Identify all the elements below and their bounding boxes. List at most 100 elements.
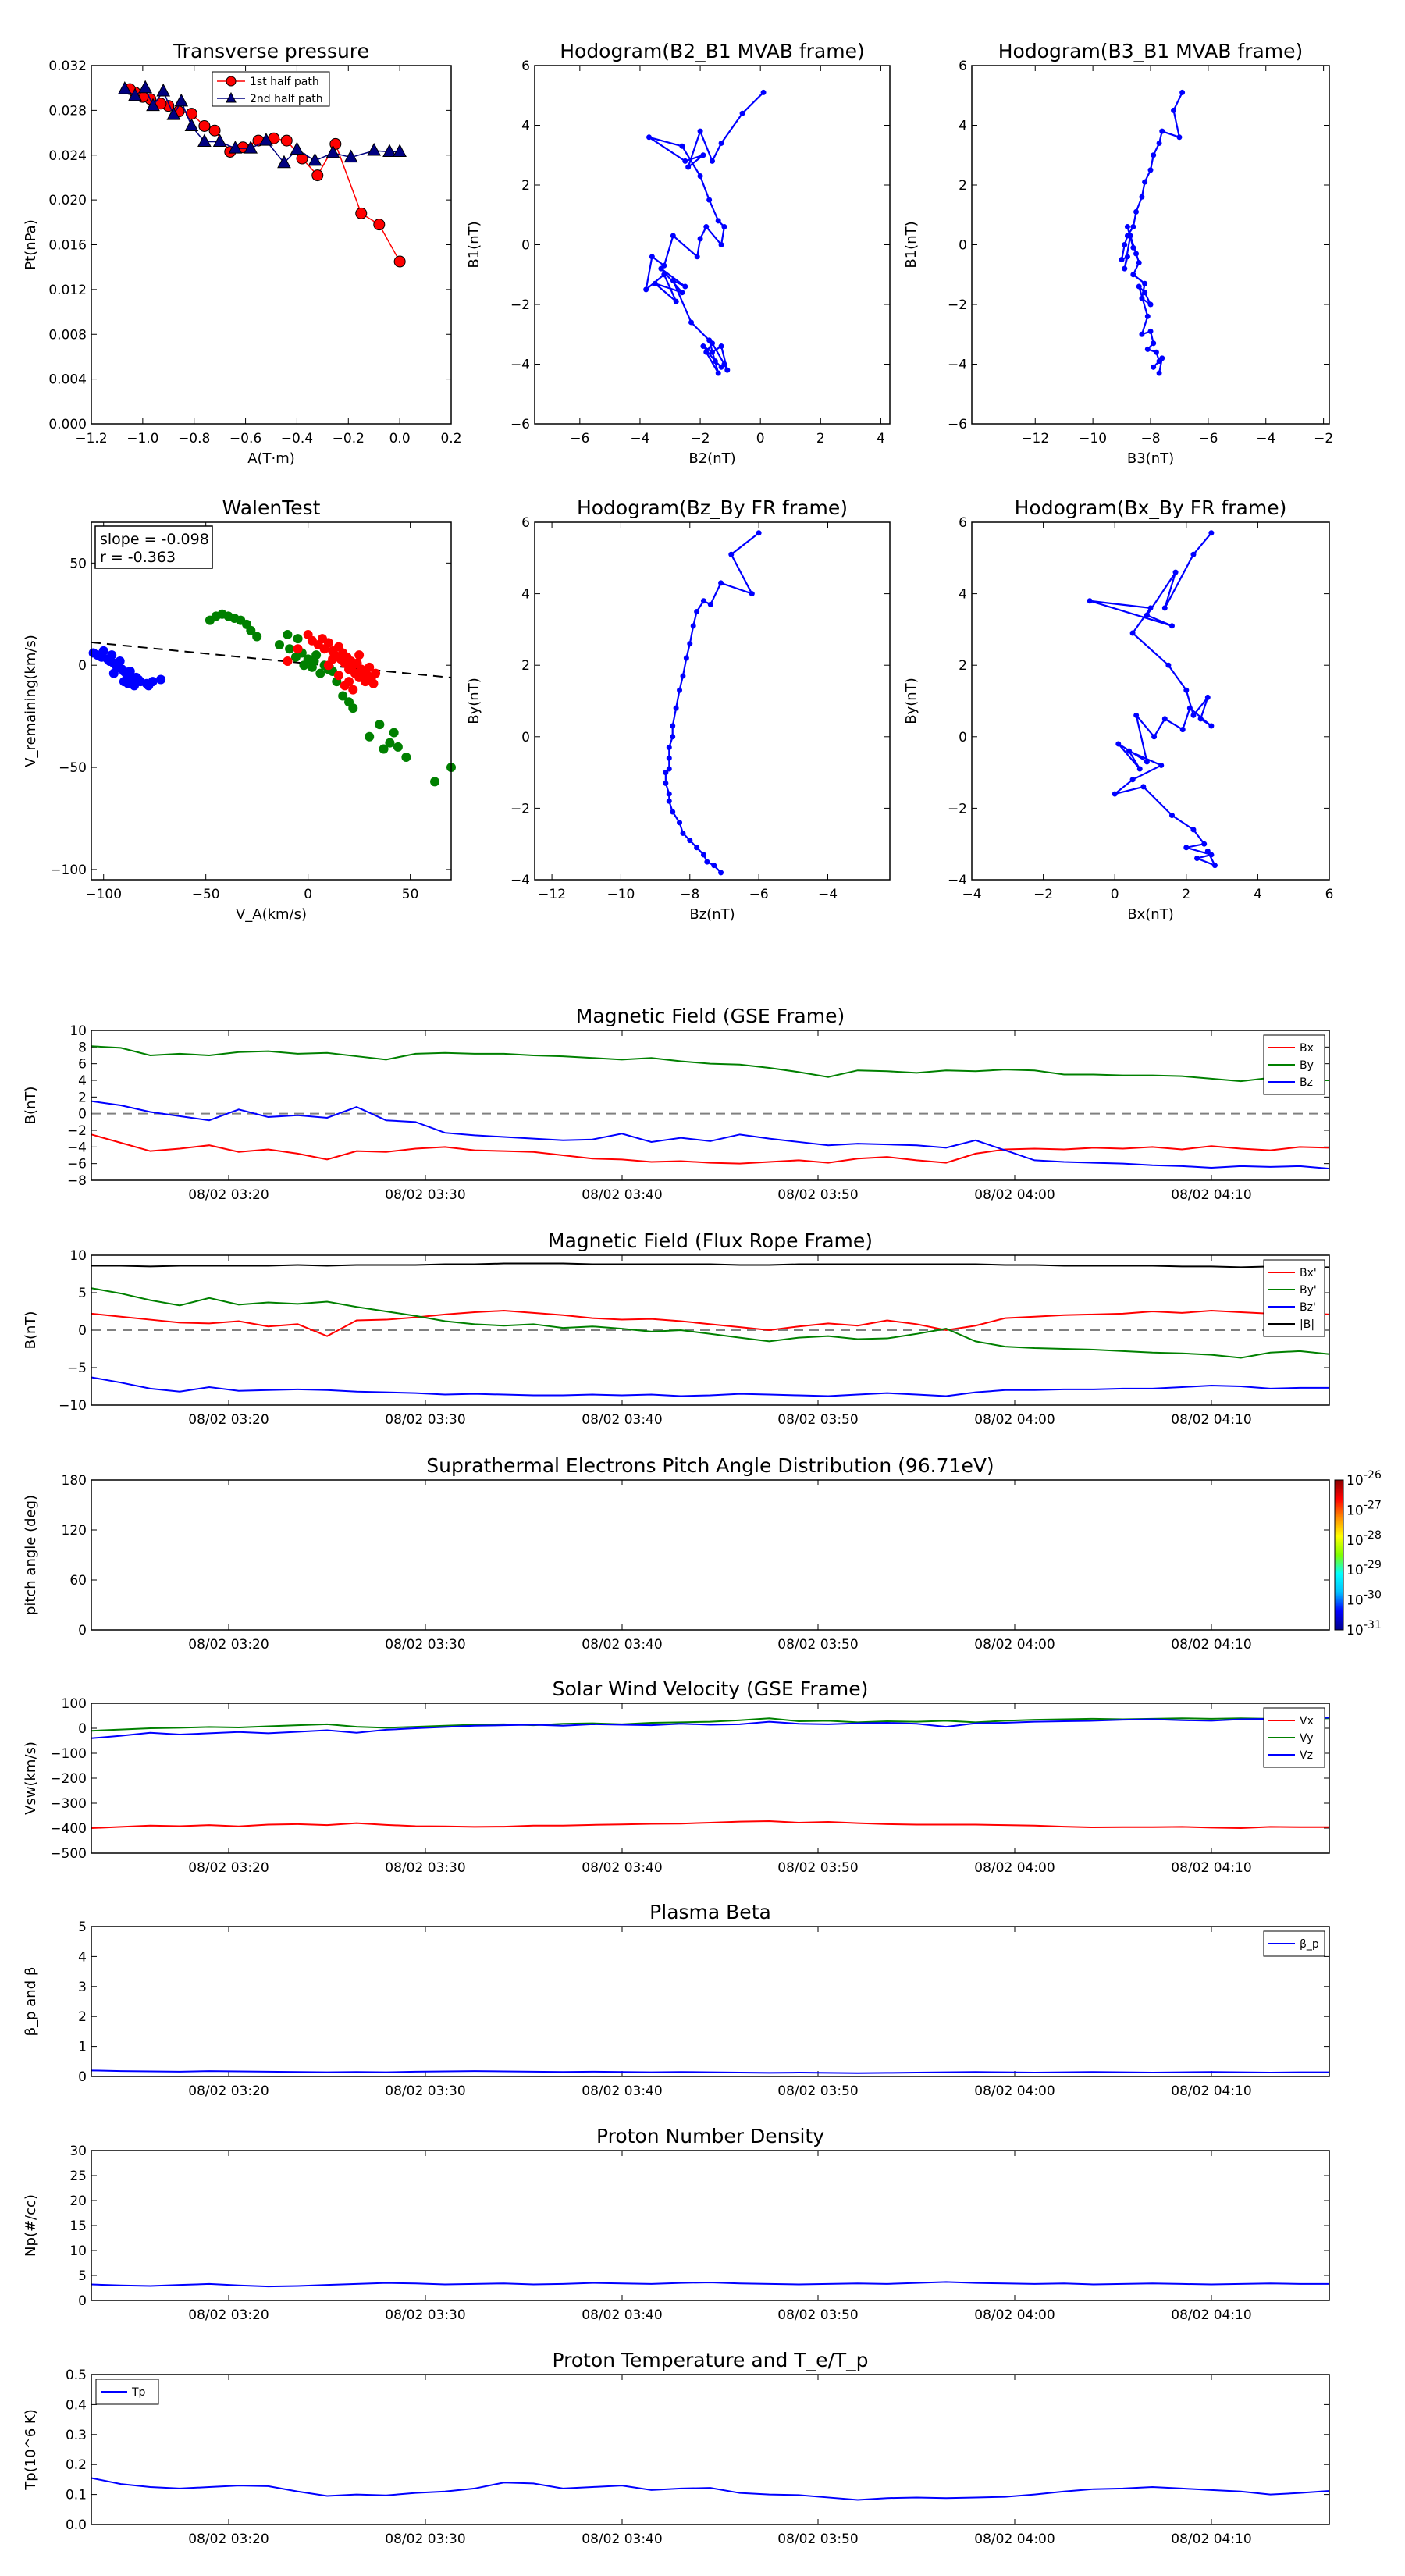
data-point: [107, 650, 117, 660]
data-point: [283, 656, 293, 666]
y-axis-label: Tp(10^6 K): [23, 2409, 39, 2490]
axes-frame: [91, 2374, 1330, 2525]
x-tick-label: −4: [1256, 431, 1275, 447]
y-tick-label: 0.5: [66, 2368, 87, 2383]
y-tick-label: 0.024: [48, 148, 87, 164]
series-line-Tp: [91, 2477, 1330, 2501]
series-line-Vz: [91, 1717, 1330, 1739]
data-point: [156, 674, 166, 685]
y-tick-label: 0: [959, 730, 967, 745]
data-point: [710, 158, 715, 164]
y-tick-label: 6: [521, 59, 530, 74]
y-tick-label: 0: [78, 1323, 87, 1339]
data-point: [718, 343, 724, 350]
chart-hodo21: Hodogram(B2_B1 MVAB frame) B2(nT) B1(nT) −6…: [466, 40, 891, 467]
data-point: [274, 640, 284, 650]
data-point: [1122, 265, 1128, 272]
y-tick-label: 2: [521, 178, 530, 194]
data-point: [128, 87, 142, 101]
y-axis-label: pitch angle (deg): [23, 1495, 39, 1615]
data-point: [707, 601, 713, 607]
data-point: [710, 340, 715, 347]
time-tick-label: 08/02 03:50: [777, 1860, 858, 1876]
data-point: [1122, 242, 1128, 247]
y-tick-label: −100: [50, 863, 87, 878]
data-point: [1161, 605, 1168, 611]
chart-pad: Suprathermal Electrons Pitch Angle Distr…: [23, 1454, 1382, 1653]
data-point: [666, 745, 672, 751]
y-tick-label: 0.032: [48, 59, 87, 74]
y-tick-label: 5: [78, 1920, 87, 1935]
colorbar-base: 10: [1346, 1563, 1364, 1578]
x-tick-label: −6: [570, 431, 589, 447]
fit-line: [91, 641, 452, 679]
data-point: [1153, 349, 1159, 355]
x-tick-label: −50: [192, 887, 220, 902]
data-point: [718, 364, 724, 370]
data-point: [694, 845, 700, 851]
time-tick-label: 08/02 03:30: [385, 1637, 465, 1653]
data-point: [308, 152, 322, 166]
data-point: [652, 280, 658, 286]
y-tick-label: 0.000: [48, 417, 87, 432]
data-point: [315, 668, 325, 678]
data-point: [1136, 259, 1142, 265]
x-tick-label: −1.2: [75, 431, 107, 447]
y-tick-label: 25: [69, 2169, 87, 2184]
data-point: [703, 224, 710, 230]
data-point: [1124, 224, 1130, 230]
x-tick-label: −6: [1198, 431, 1218, 447]
x-tick-label: 0: [1111, 887, 1119, 902]
data-point: [283, 629, 293, 639]
data-point: [146, 98, 160, 112]
y-tick-label: −4: [948, 358, 967, 373]
data-point: [1168, 813, 1175, 819]
data-point: [1133, 208, 1140, 215]
data-point: [694, 254, 700, 260]
data-point: [166, 107, 181, 120]
time-tick-label: 08/02 04:10: [1171, 2307, 1251, 2323]
y-tick-label: −6: [67, 1157, 87, 1172]
data-point: [1186, 705, 1193, 711]
time-tick-label: 08/02 03:20: [188, 2083, 269, 2099]
data-point: [1126, 748, 1133, 754]
data-point: [1140, 784, 1147, 790]
legend-label: β_p: [1300, 1938, 1319, 1951]
data-point: [670, 734, 676, 740]
y-tick-label: 0.008: [48, 327, 87, 343]
legend: 1st half path 2nd half path: [212, 71, 330, 107]
data-point: [1183, 845, 1190, 851]
data-point: [311, 169, 324, 182]
series-line-|B|: [91, 1262, 1329, 1268]
time-tick-label: 08/02 04:10: [1171, 1412, 1251, 1428]
data-point: [1172, 569, 1179, 575]
data-point: [663, 780, 669, 786]
data-point: [1168, 623, 1175, 629]
data-point: [1142, 290, 1148, 296]
y-tick-label: 180: [62, 1473, 87, 1489]
series-line-Bz': [91, 1376, 1329, 1397]
data-point: [348, 703, 358, 713]
time-tick-label: 08/02 03:50: [777, 2083, 858, 2099]
y-tick-label: −2: [948, 801, 967, 817]
data-point: [682, 158, 688, 164]
data-point: [1179, 89, 1186, 95]
data-point: [721, 224, 727, 230]
x-axis-label: Bx(nT): [1127, 906, 1173, 923]
x-tick-label: −2: [1314, 431, 1333, 447]
chart-title: Proton Number Density: [596, 2125, 824, 2147]
data-point: [389, 728, 399, 738]
colorbar-base: 10: [1346, 1623, 1364, 1638]
data-point: [365, 662, 375, 672]
data-point: [1136, 283, 1142, 290]
data-point: [703, 349, 710, 355]
time-tick-label: 08/02 03:40: [582, 1412, 662, 1428]
data-point: [1147, 167, 1154, 173]
data-point: [715, 370, 721, 376]
data-point: [1165, 662, 1172, 668]
y-tick-label: 100: [62, 1696, 87, 1712]
data-point: [1129, 777, 1136, 783]
data-point: [706, 197, 713, 203]
data-point: [1112, 791, 1118, 797]
data-point: [379, 744, 389, 754]
